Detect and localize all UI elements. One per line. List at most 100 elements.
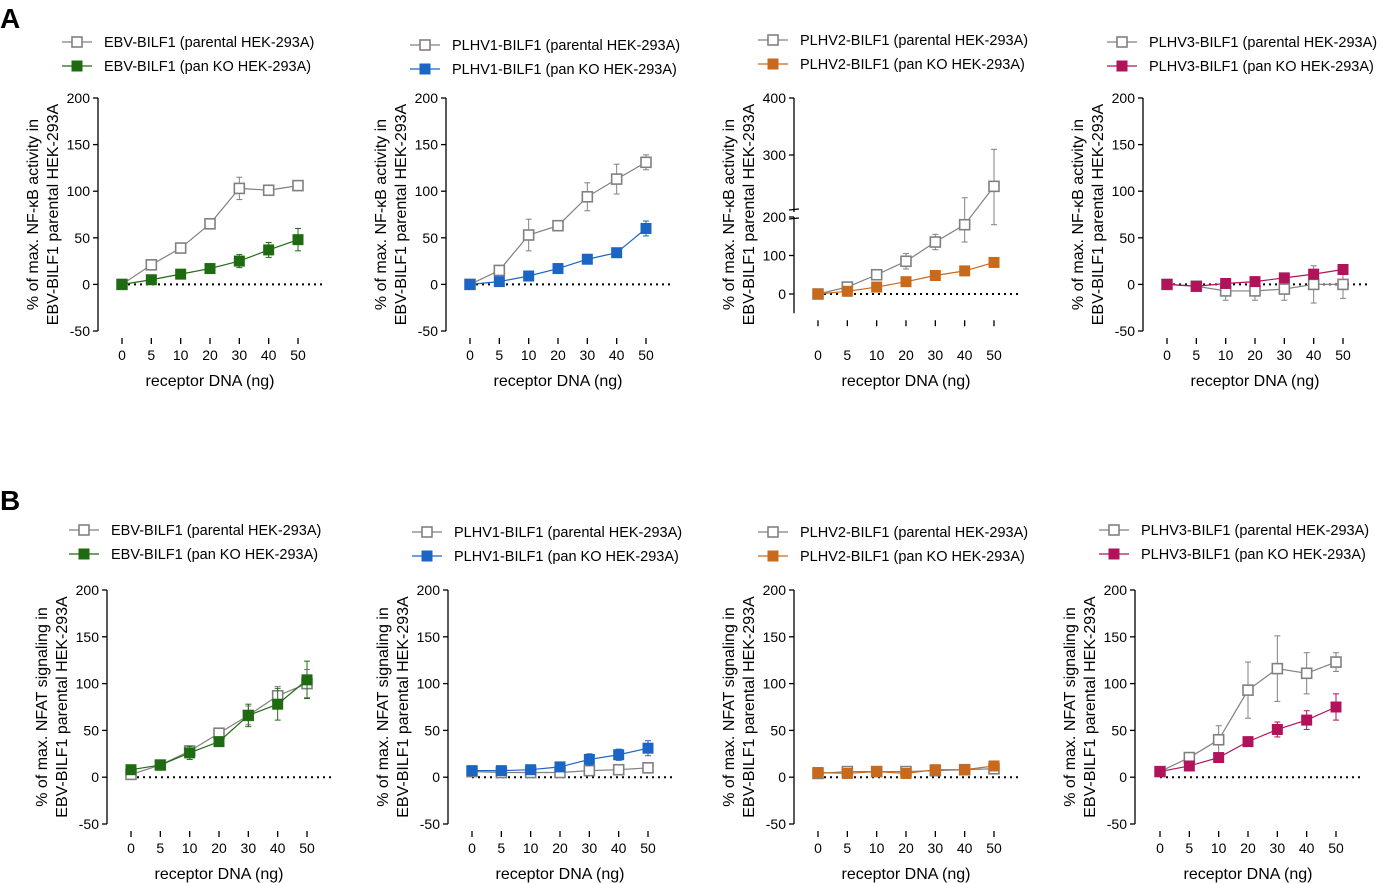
- data-point: [1212, 733, 1225, 746]
- x-tick-label: 10: [869, 347, 885, 363]
- y-axis-label: % of max. NF-κB activity in: [25, 119, 42, 310]
- x-tick-label: 10: [1211, 840, 1227, 856]
- data-point: [640, 222, 652, 234]
- x-axis-label: receptor DNA (ng): [1191, 373, 1320, 390]
- data-point: [812, 767, 824, 779]
- chart-7: -50 0 50 100 150 200 0 5 10 20 30 40 50 receptor DNA …: [721, 525, 1028, 883]
- data-point: [145, 259, 158, 271]
- x-tick-label: 20: [1247, 347, 1263, 363]
- x-axis-label: receptor DNA (ng): [146, 373, 275, 390]
- x-tick-label: 0: [468, 840, 476, 856]
- x-tick-label: 40: [611, 840, 627, 856]
- data-point: [174, 242, 187, 254]
- data-point: [263, 244, 275, 256]
- legend-entry: PLHV3-BILF1 (pan KO HEK-293A): [1149, 59, 1374, 75]
- data-point: [929, 236, 942, 248]
- data-point: [493, 276, 505, 288]
- data-point: [581, 253, 593, 265]
- legend-marker: [421, 550, 433, 562]
- x-tick-label: 5: [1192, 347, 1200, 363]
- data-point: [610, 173, 623, 185]
- series-parental: [125, 669, 313, 781]
- data-point: [292, 234, 304, 246]
- y-axis-label: EBV-BILF1 parental HEK-293A: [1090, 103, 1107, 325]
- y-tick-label: 150: [415, 137, 439, 153]
- legend-entry: PLHV1-BILF1 (parental HEK-293A): [454, 525, 682, 541]
- data-point: [1271, 662, 1284, 675]
- series-parental: [464, 154, 652, 291]
- y-tick-label: 300: [763, 147, 787, 163]
- x-axis-label: receptor DNA (ng): [842, 866, 971, 883]
- data-point: [988, 256, 1000, 268]
- y-tick-label: 400: [763, 90, 787, 106]
- chart-2: -50 0 50 100 150 200 0 5 10 20 30 40 50 receptor DNA …: [373, 38, 680, 390]
- x-tick-label: 0: [814, 840, 822, 856]
- data-point: [1220, 277, 1232, 289]
- y-axis-label: % of max. NF-κB activity in: [721, 119, 738, 310]
- x-tick-label: 40: [270, 840, 286, 856]
- data-point: [554, 761, 566, 773]
- y-axis-label: EBV-BILF1 parental HEK-293A: [54, 596, 71, 818]
- data-point: [870, 268, 883, 281]
- data-point: [1154, 766, 1166, 778]
- x-tick-label: 10: [1218, 347, 1234, 363]
- data-point: [583, 764, 596, 777]
- data-point: [145, 274, 157, 286]
- data-point: [959, 764, 971, 776]
- data-point: [612, 763, 625, 776]
- data-point: [1183, 760, 1195, 772]
- y-tick-label: 100: [1112, 183, 1136, 199]
- x-tick-label: 5: [147, 347, 155, 363]
- x-tick-label: 40: [261, 347, 277, 363]
- y-tick-label: 0: [82, 276, 90, 292]
- y-tick-label: 50: [1119, 230, 1135, 246]
- data-point: [929, 764, 941, 776]
- x-tick-label: 20: [552, 840, 568, 856]
- data-point: [154, 759, 166, 771]
- data-point: [301, 674, 313, 686]
- data-point: [1249, 276, 1261, 288]
- x-axis-label: receptor DNA (ng): [496, 866, 625, 883]
- data-point: [581, 190, 594, 203]
- data-point: [493, 264, 506, 277]
- x-tick-label: 50: [299, 840, 315, 856]
- x-tick-label: 5: [495, 347, 503, 363]
- data-point: [871, 281, 883, 293]
- data-point: [1300, 667, 1313, 680]
- data-point: [900, 276, 912, 288]
- x-tick-label: 30: [928, 840, 944, 856]
- y-axis-label: EBV-BILF1 parental HEK-293A: [1082, 596, 1099, 818]
- data-point: [1330, 701, 1342, 713]
- legend-marker: [421, 526, 433, 538]
- y-tick-label: 100: [76, 676, 100, 692]
- x-tick-label: 30: [232, 347, 248, 363]
- y-tick-label: 50: [83, 722, 99, 738]
- legend-entry: PLHV2-BILF1 (parental HEK-293A): [800, 33, 1028, 49]
- data-point: [523, 270, 535, 282]
- x-tick-label: 20: [898, 840, 914, 856]
- data-point: [262, 184, 275, 197]
- legend-entry: EBV-BILF1 (pan KO HEK-293A): [104, 59, 311, 75]
- x-tick-label: 5: [1185, 840, 1193, 856]
- legend-marker: [767, 58, 779, 70]
- y-axis-label: EBV-BILF1 parental HEK-293A: [741, 596, 758, 818]
- data-point: [642, 742, 654, 754]
- axis-break-mark: [788, 208, 800, 211]
- x-tick-label: 30: [580, 347, 596, 363]
- x-tick-label: 10: [869, 840, 885, 856]
- data-point: [958, 218, 971, 231]
- y-tick-label: 200: [1112, 90, 1136, 106]
- data-point: [213, 736, 225, 748]
- y-tick-label: 200: [76, 582, 100, 598]
- data-point: [1330, 656, 1342, 668]
- y-axis-label: % of max. NFAT signaling in: [375, 607, 392, 807]
- chart-8: -50 0 50 100 150 200 0 5 10 20 30 40 50 receptor DNA …: [1062, 523, 1369, 883]
- y-tick-label: -50: [766, 816, 786, 832]
- data-point: [495, 765, 507, 777]
- y-tick-label: 150: [1104, 629, 1128, 645]
- x-tick-label: 0: [466, 347, 474, 363]
- y-tick-label: 100: [417, 676, 441, 692]
- y-tick-label: -50: [1107, 816, 1127, 832]
- y-tick-label: 0: [432, 769, 440, 785]
- x-tick-label: 20: [898, 347, 914, 363]
